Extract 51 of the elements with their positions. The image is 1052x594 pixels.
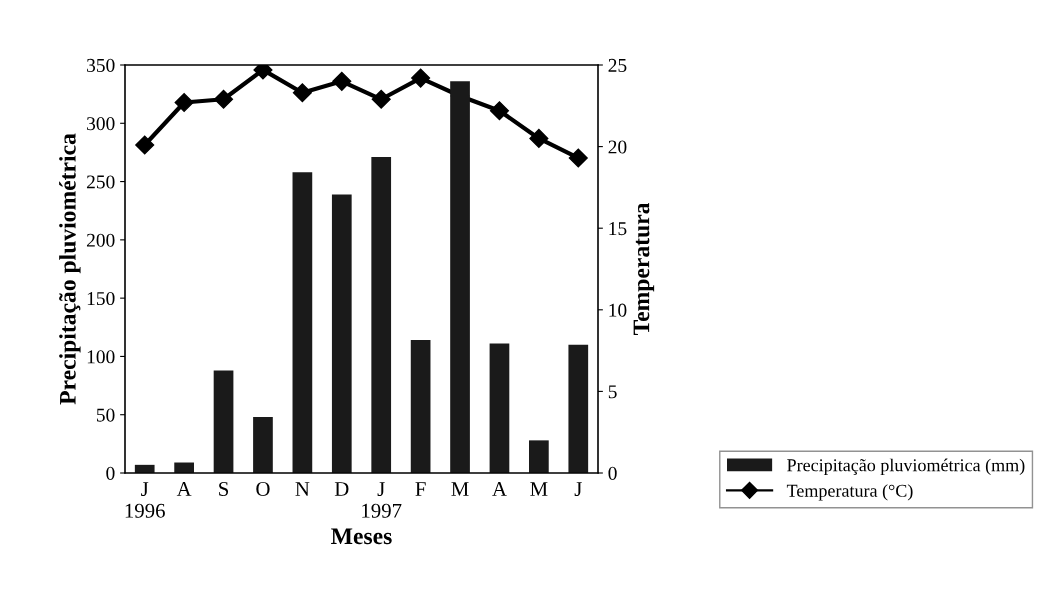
y2-tick-label: 25 — [608, 58, 627, 72]
y2-tick-label: 5 — [608, 385, 617, 399]
bar — [292, 172, 313, 473]
y-tick-label: 100 — [87, 350, 115, 364]
bar — [410, 340, 431, 473]
x-axis-title: Meses — [331, 528, 392, 545]
legend-label: Temperatura (°C) — [786, 484, 913, 501]
bar — [568, 344, 589, 473]
x-tick-label: M — [451, 482, 469, 496]
y-tick-label: 250 — [86, 175, 115, 189]
x-tick-label: F — [415, 482, 426, 496]
x-tick-label: J 1997 — [362, 482, 402, 518]
bar — [253, 417, 273, 473]
legend-label: Precipitação pluviométrica (mm) — [787, 458, 1025, 476]
point — [568, 148, 588, 168]
point — [371, 89, 391, 109]
x-tick-label: D — [334, 482, 349, 496]
point — [489, 101, 509, 121]
y2-tick-label: 10 — [609, 303, 627, 317]
bar — [371, 157, 392, 473]
point — [292, 83, 312, 103]
point — [135, 135, 155, 155]
point — [411, 68, 431, 88]
x-tick-label: M — [530, 482, 548, 496]
y-tick-label: 0 — [106, 466, 115, 480]
x-tick-label: J 1996 — [125, 482, 165, 518]
y-axis-title: Precipitação pluviométrica — [59, 133, 81, 405]
y2-tick-label: 20 — [608, 140, 627, 154]
x-tick-label: A — [492, 482, 507, 496]
x-tick-label: O — [256, 481, 270, 496]
y-tick-label: 350 — [87, 58, 115, 72]
bar — [489, 343, 510, 473]
y-tick-label: 200 — [86, 233, 115, 247]
y-tick-label: 150 — [87, 291, 115, 306]
y2-tick-label: 15 — [609, 222, 627, 236]
x-tick-label: J — [574, 482, 582, 496]
y2-axis-title: Temperatura — [633, 202, 655, 336]
bar — [450, 81, 470, 473]
x-tick-label: N — [295, 482, 310, 496]
y-tick-label: 300 — [87, 117, 115, 131]
x-tick-label: S — [219, 481, 229, 496]
bar — [213, 370, 234, 473]
y-tick-label: 50 — [96, 408, 115, 422]
point — [174, 93, 194, 113]
bar — [529, 440, 549, 473]
point — [214, 89, 234, 109]
point — [332, 71, 352, 91]
point — [529, 128, 549, 148]
y2-tick-label: 0 — [608, 466, 617, 480]
x-tick-label: A — [176, 482, 192, 496]
bar — [331, 194, 352, 473]
